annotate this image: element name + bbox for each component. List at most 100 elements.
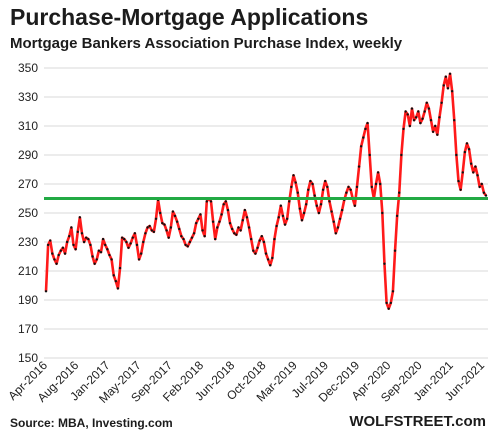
brand-label: WOLFSTREET.com [349, 413, 486, 430]
data-point [302, 211, 306, 215]
data-point [294, 181, 297, 184]
data-point [444, 75, 448, 78]
y-tick-label: 330 [18, 90, 38, 104]
data-point [120, 236, 124, 239]
data-point [144, 232, 147, 235]
data-point [326, 185, 329, 189]
data-point [57, 253, 60, 257]
data-point [324, 179, 327, 183]
data-point [398, 191, 401, 194]
data-point [175, 220, 179, 223]
data-point [78, 216, 82, 219]
data-point [266, 258, 270, 261]
data-point [349, 188, 352, 191]
data-point [184, 243, 187, 247]
data-point [321, 188, 325, 191]
data-point [357, 165, 361, 168]
data-point [393, 249, 397, 252]
data-point [97, 249, 101, 252]
y-tick-label: 170 [18, 322, 38, 336]
data-point [190, 236, 194, 239]
data-point [482, 191, 486, 194]
data-point [440, 101, 443, 105]
data-point [161, 221, 164, 225]
y-tick-label: 190 [18, 293, 38, 307]
data-point [417, 110, 420, 113]
data-point [252, 249, 255, 252]
data-point [201, 229, 204, 232]
data-point [148, 224, 151, 228]
data-point [178, 227, 181, 231]
data-point [137, 258, 141, 261]
data-point [345, 191, 348, 194]
data-point [338, 217, 342, 220]
data-point [469, 162, 473, 165]
x-axis-ticks: Apr-2016Aug-2016Jan-2017May-2017Sep-2017… [5, 358, 487, 406]
data-point [118, 266, 122, 270]
data-point [254, 252, 257, 255]
data-point [139, 252, 143, 255]
data-point [192, 232, 196, 235]
data-point [480, 182, 483, 186]
data-point [279, 204, 283, 207]
data-point [63, 252, 67, 255]
data-point [355, 185, 359, 189]
data-point [209, 200, 213, 203]
data-point [429, 119, 433, 122]
y-tick-label: 150 [18, 351, 38, 365]
data-point [123, 237, 126, 241]
data-point [436, 133, 439, 136]
data-point [53, 258, 56, 261]
data-point [214, 237, 217, 241]
data-point [328, 200, 331, 203]
data-point [275, 224, 278, 228]
data-point [311, 182, 314, 186]
data-point [84, 236, 88, 239]
data-point [233, 232, 236, 235]
data-point [315, 204, 318, 207]
data-point [478, 185, 481, 189]
data-point [374, 182, 378, 186]
data-point [419, 121, 422, 125]
data-point [61, 246, 65, 249]
source-note: Source: MBA, Investing.com [10, 416, 173, 430]
data-point [476, 174, 479, 177]
data-point [74, 248, 77, 251]
data-point [256, 246, 259, 249]
data-point [347, 185, 350, 189]
chart-title: Purchase-Mortgage Applications [10, 4, 369, 30]
data-point [370, 185, 373, 189]
data-point [461, 171, 464, 174]
data-point [247, 226, 251, 229]
data-point [362, 136, 365, 139]
data-point [412, 119, 416, 122]
data-point [116, 287, 120, 290]
data-point [211, 220, 215, 223]
data-point [395, 214, 399, 218]
data-point [51, 252, 54, 255]
data-point [408, 124, 412, 128]
series-group [44, 72, 488, 311]
data-point [72, 243, 75, 247]
y-tick-label: 250 [18, 206, 38, 220]
data-point [101, 237, 105, 241]
data-point [379, 182, 382, 186]
data-point [423, 110, 426, 113]
data-point [264, 252, 268, 255]
data-point [307, 188, 310, 191]
data-point [319, 203, 323, 206]
data-point [70, 226, 73, 229]
y-tick-label: 290 [18, 148, 38, 162]
data-point [260, 235, 263, 238]
data-point [442, 84, 445, 87]
data-point [106, 248, 109, 251]
data-point [114, 279, 118, 283]
data-point [463, 150, 467, 154]
data-point [281, 214, 285, 218]
data-point [334, 232, 338, 235]
data-point [188, 240, 192, 244]
data-point [127, 246, 130, 249]
data-point [237, 226, 240, 229]
data-point [239, 229, 242, 232]
data-point [112, 274, 115, 277]
